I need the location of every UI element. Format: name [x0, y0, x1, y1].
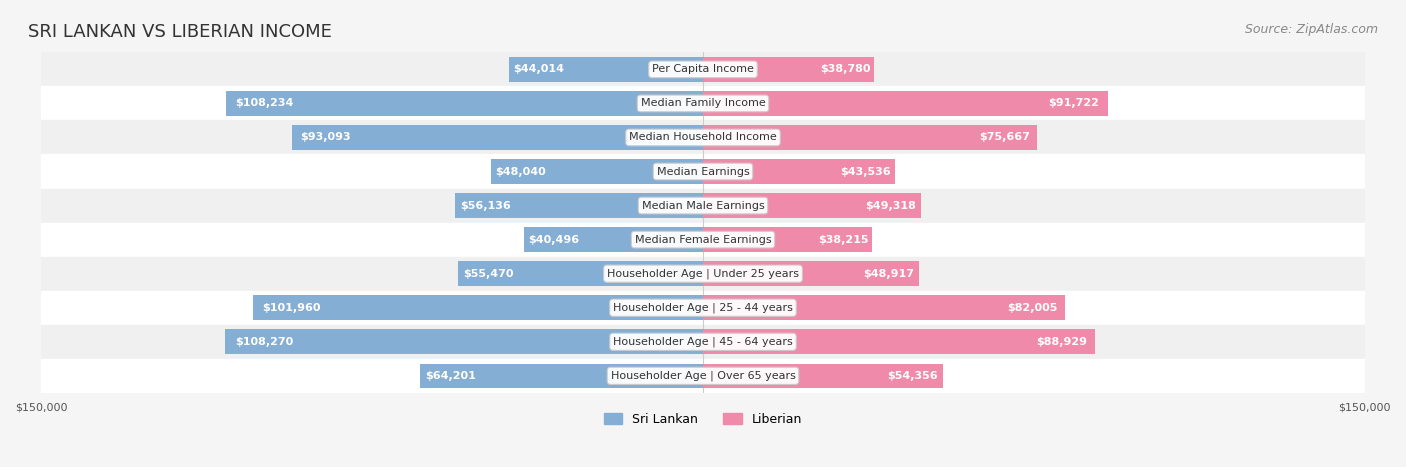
Bar — [41, 52, 1365, 86]
Bar — [41, 189, 1365, 223]
Text: $88,929: $88,929 — [1036, 337, 1087, 347]
Text: $56,136: $56,136 — [460, 200, 510, 211]
Text: $49,318: $49,318 — [865, 200, 917, 211]
Text: $43,536: $43,536 — [841, 167, 891, 177]
Text: $48,040: $48,040 — [495, 167, 546, 177]
Bar — [703, 57, 875, 82]
Legend: Sri Lankan, Liberian: Sri Lankan, Liberian — [599, 408, 807, 431]
Text: Householder Age | 45 - 64 years: Householder Age | 45 - 64 years — [613, 337, 793, 347]
Text: $38,215: $38,215 — [818, 234, 869, 245]
Text: Median Male Earnings: Median Male Earnings — [641, 200, 765, 211]
Bar — [703, 91, 1108, 116]
Bar — [41, 223, 1365, 257]
Text: $91,722: $91,722 — [1049, 99, 1099, 108]
Bar — [524, 227, 703, 252]
Bar — [703, 193, 921, 218]
Bar — [41, 120, 1365, 155]
Bar — [703, 363, 943, 388]
Bar — [41, 290, 1365, 325]
Text: $38,780: $38,780 — [820, 64, 870, 74]
Text: $48,917: $48,917 — [863, 269, 914, 279]
Text: Per Capita Income: Per Capita Income — [652, 64, 754, 74]
Text: $44,014: $44,014 — [513, 64, 564, 74]
Text: $64,201: $64,201 — [426, 371, 477, 381]
Text: Median Earnings: Median Earnings — [657, 167, 749, 177]
Text: $108,270: $108,270 — [235, 337, 294, 347]
Bar — [225, 91, 703, 116]
Bar — [292, 125, 703, 150]
Text: Median Female Earnings: Median Female Earnings — [634, 234, 772, 245]
Bar — [509, 57, 703, 82]
Bar — [253, 296, 703, 320]
Text: $55,470: $55,470 — [463, 269, 513, 279]
Bar — [41, 359, 1365, 393]
Bar — [41, 86, 1365, 120]
Bar — [703, 330, 1095, 354]
Text: $54,356: $54,356 — [887, 371, 938, 381]
Bar — [703, 262, 918, 286]
Text: $82,005: $82,005 — [1007, 303, 1057, 313]
Text: Source: ZipAtlas.com: Source: ZipAtlas.com — [1244, 23, 1378, 36]
Text: $93,093: $93,093 — [301, 133, 352, 142]
Bar — [41, 155, 1365, 189]
Bar — [491, 159, 703, 184]
Bar — [420, 363, 703, 388]
Text: $108,234: $108,234 — [235, 99, 294, 108]
Bar — [225, 330, 703, 354]
Text: Householder Age | 25 - 44 years: Householder Age | 25 - 44 years — [613, 303, 793, 313]
Text: Median Family Income: Median Family Income — [641, 99, 765, 108]
Text: Householder Age | Under 25 years: Householder Age | Under 25 years — [607, 269, 799, 279]
Bar — [703, 227, 872, 252]
Bar — [41, 257, 1365, 290]
Bar — [703, 125, 1036, 150]
Text: SRI LANKAN VS LIBERIAN INCOME: SRI LANKAN VS LIBERIAN INCOME — [28, 23, 332, 42]
Bar — [703, 159, 896, 184]
Bar — [703, 296, 1064, 320]
Text: $75,667: $75,667 — [979, 133, 1031, 142]
Text: Median Household Income: Median Household Income — [628, 133, 778, 142]
Bar — [456, 193, 703, 218]
Bar — [41, 325, 1365, 359]
Text: Householder Age | Over 65 years: Householder Age | Over 65 years — [610, 370, 796, 381]
Text: $40,496: $40,496 — [527, 234, 579, 245]
Bar — [458, 262, 703, 286]
Text: $101,960: $101,960 — [262, 303, 321, 313]
